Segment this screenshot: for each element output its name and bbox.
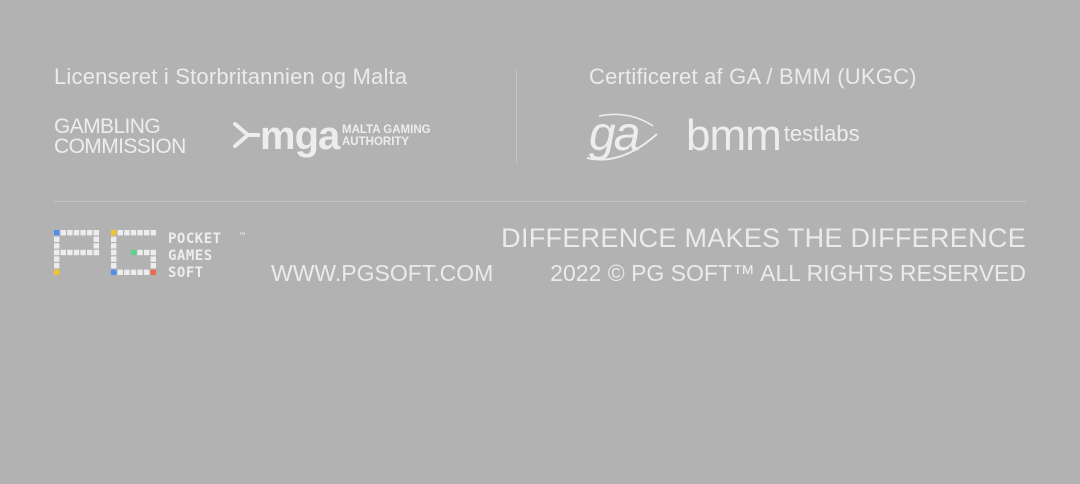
pg-logo-line2: GAMES [168, 248, 213, 264]
mga-wordmark: mga [260, 114, 340, 158]
pg-pixel [73, 249, 80, 256]
pg-pixel [80, 230, 86, 236]
pg-pixel [54, 230, 60, 236]
pg-pixel [93, 249, 99, 256]
pg-pixel [54, 249, 60, 256]
pg-pixel [150, 230, 156, 236]
mga-arrow-icon [233, 122, 260, 148]
pg-pixel [80, 249, 86, 256]
licensing-heading: Licenseret i Storbritannien og Malta [54, 64, 408, 89]
pg-pixel [130, 269, 137, 275]
bmm-wordmark: bmm [686, 111, 782, 160]
gambling-commission-line1: GAMBLING [54, 115, 161, 138]
horizontal-divider [54, 201, 1026, 202]
pg-pixel [111, 256, 117, 262]
pg-pixel [124, 230, 130, 236]
pg-pixel [144, 249, 150, 256]
website-link[interactable]: WWW.PGSOFT.COM [271, 260, 494, 286]
pg-pixel [87, 230, 93, 236]
pg-logo-line1: POCKET [168, 231, 222, 247]
pg-pixel [73, 230, 80, 236]
pg-pixel [150, 249, 156, 256]
gambling-commission-logo: GAMBLING COMMISSION [54, 115, 186, 158]
pg-pixel [67, 249, 73, 256]
pg-pixel [93, 236, 99, 242]
pg-pixel [137, 230, 143, 236]
certification-heading: Certificeret af GA / BMM (UKGC) [589, 64, 917, 89]
ga-logo: ga [586, 108, 658, 161]
pg-pixel [111, 236, 117, 242]
pg-pixel [137, 269, 143, 275]
pg-pixel [93, 243, 99, 249]
pg-pixel [67, 230, 73, 236]
pg-pixel [130, 230, 137, 236]
pg-pixel [130, 249, 137, 256]
pg-pixel [60, 230, 66, 236]
pg-pixel [137, 249, 143, 256]
pg-pixel [111, 269, 117, 275]
pg-pixel [54, 236, 60, 242]
copyright-text: 2022 © PG SOFT™ ALL RIGHTS RESERVED [550, 260, 1026, 286]
tagline: DIFFERENCE MAKES THE DIFFERENCE [501, 223, 1026, 253]
testlabs-wordmark: testlabs [783, 121, 860, 146]
pg-pixel [60, 249, 66, 256]
pg-pixel [54, 243, 60, 249]
mga-subtitle-line1: MALTA GAMING [342, 124, 431, 136]
pg-logo-trademark: ™ [238, 232, 247, 242]
pg-logo-line3: SOFT [168, 265, 204, 281]
pg-pixel [150, 269, 156, 275]
pg-pixel [150, 256, 156, 262]
pg-pixel [54, 256, 60, 262]
pg-soft-logo: POCKET ™ GAMES SOFT [54, 230, 247, 281]
pg-pixel [124, 269, 130, 275]
mga-subtitle: MALTA GAMING AUTHORITY [342, 124, 431, 148]
pg-pixel [93, 230, 99, 236]
mga-subtitle-line2: AUTHORITY [342, 136, 410, 149]
vertical-divider [516, 70, 517, 164]
pg-pixel [87, 249, 93, 256]
pg-pixel [54, 263, 60, 269]
pg-pixel [117, 269, 123, 275]
pg-pixel [117, 230, 123, 236]
pg-pixel [144, 230, 150, 236]
mga-logo: mga MALTA GAMING AUTHORITY [232, 114, 442, 162]
pg-pixel [144, 269, 150, 275]
pg-pixel [111, 249, 117, 256]
gambling-commission-line2: COMMISSION [54, 134, 186, 158]
pg-pixel [111, 263, 117, 269]
pg-pixel [150, 263, 156, 269]
pg-pixel-mark [54, 230, 156, 275]
pg-pixel [111, 243, 117, 249]
pg-pixel [54, 269, 60, 275]
bmm-testlabs-logo: bmm testlabs [686, 114, 860, 158]
pg-pixel [111, 230, 117, 236]
